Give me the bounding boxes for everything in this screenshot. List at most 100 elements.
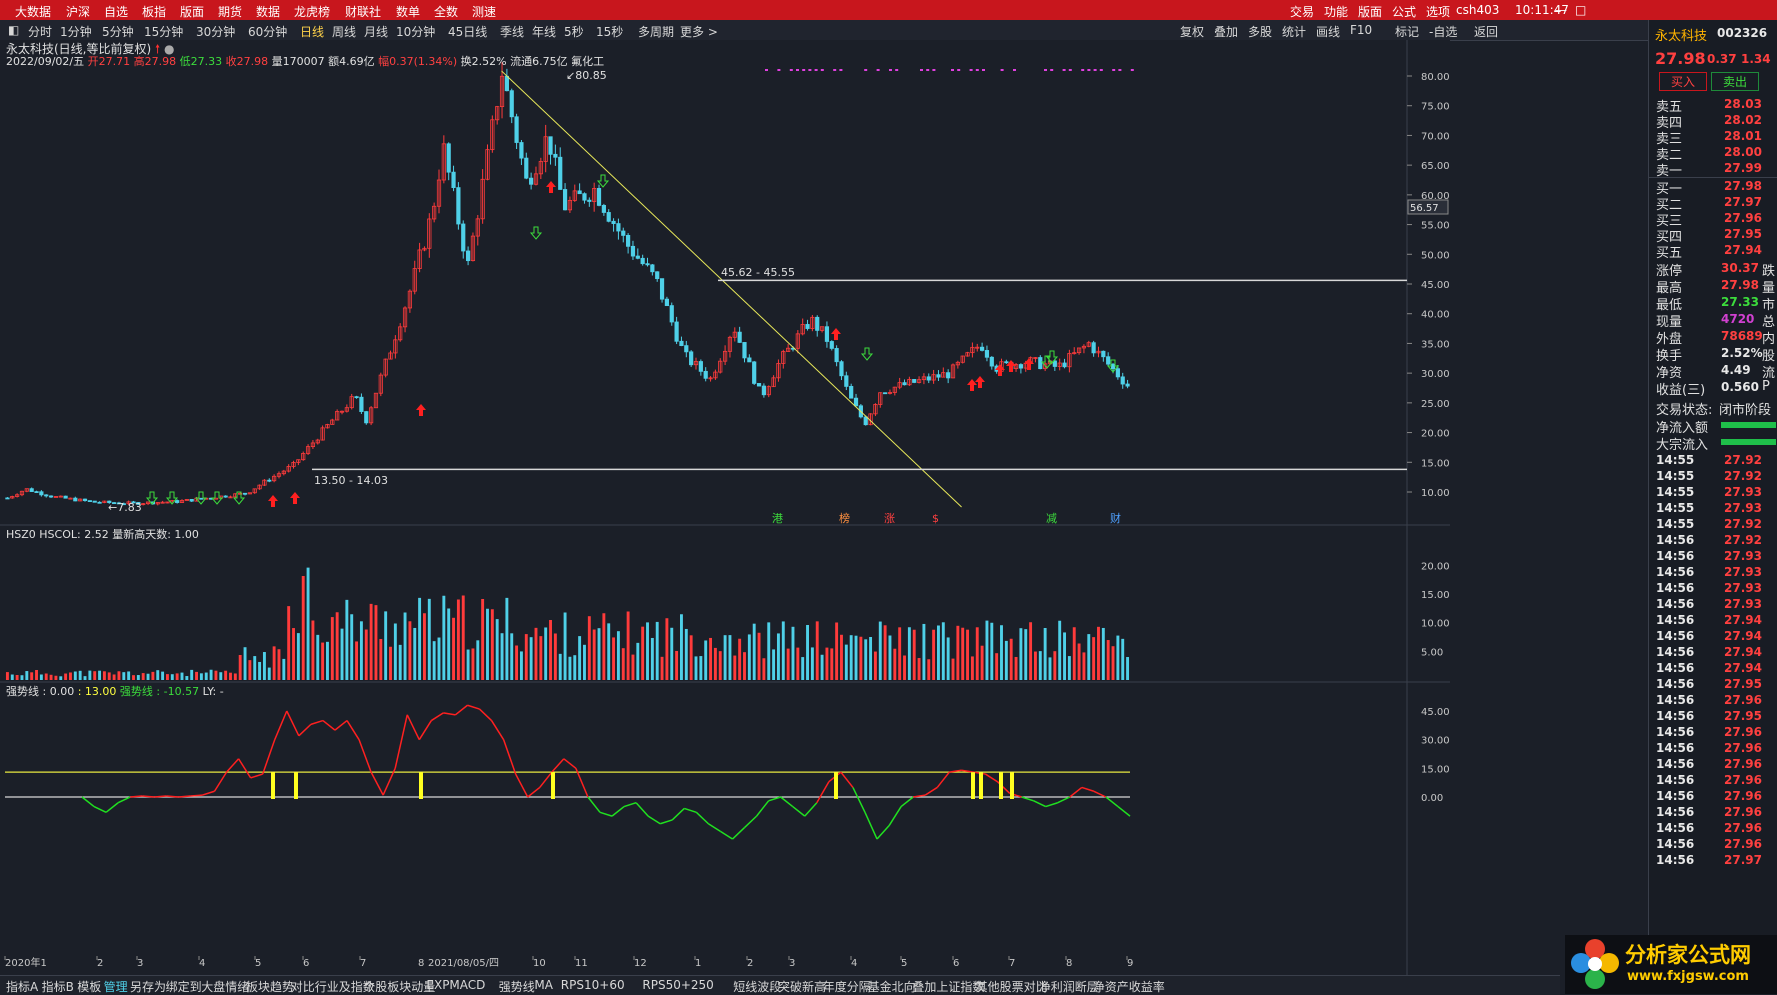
indicator-tab[interactable]: MA — [534, 978, 553, 992]
indicator-tab[interactable]: 大盘情绪 — [201, 980, 250, 994]
period-tab[interactable]: 季线 — [500, 25, 525, 39]
indicator-tab[interactable]: 管理 — [103, 980, 128, 994]
period-tab[interactable]: 1分钟 — [60, 25, 92, 39]
indicator-tab[interactable]: 强势线 — [498, 980, 535, 994]
menu-item[interactable]: 版面 — [180, 5, 205, 19]
indicator-tab[interactable]: 净资产收益率 — [1092, 980, 1165, 994]
indicator-tab[interactable]: 个股板块动量 — [363, 980, 436, 994]
menu-item[interactable]: 选项 — [1426, 5, 1451, 19]
tick-time: 14:56 — [1656, 773, 1695, 787]
period-tab[interactable]: 周线 — [332, 25, 357, 39]
candle-body — [679, 340, 684, 347]
toolbar-button[interactable]: 返回 — [1474, 25, 1499, 39]
toolbar-button[interactable]: F10 — [1350, 23, 1373, 37]
indicator-tab[interactable]: 板块趋势 — [246, 980, 295, 994]
candle-body — [1110, 363, 1116, 370]
indicator-tab[interactable]: 指标A — [6, 980, 39, 994]
signal-dot — [975, 69, 979, 71]
period-tab[interactable]: 5分钟 — [102, 25, 134, 39]
menu-item[interactable]: 板指 — [142, 5, 167, 19]
sell-arrow-icon — [529, 226, 543, 240]
candle-body — [199, 497, 204, 500]
indicator-segment — [370, 771, 384, 796]
tick-price: 27.92 — [1724, 469, 1762, 483]
indicator-tab[interactable]: EXPMACD — [426, 978, 486, 992]
menu-item[interactable]: 版面 — [1358, 5, 1383, 19]
stat-value: 27.98 — [1721, 278, 1759, 292]
trend-line[interactable] — [501, 70, 962, 508]
toolbar-button[interactable]: 画线 — [1316, 25, 1341, 39]
buy-button[interactable]: 买入 — [1659, 72, 1707, 91]
menu-item[interactable]: 公式 — [1392, 5, 1417, 19]
candle-body — [1052, 360, 1057, 367]
menu-item[interactable]: 期货 — [218, 5, 243, 19]
layout-toggle-icon[interactable]: ◧ — [8, 23, 20, 37]
indicator-tab[interactable]: 绑定到 — [165, 980, 202, 994]
menu-item[interactable]: 龙虎榜 — [294, 5, 331, 19]
period-tab[interactable]: 45日线 — [448, 25, 488, 39]
indicator-tab[interactable]: 指标B — [41, 980, 74, 994]
menu-item[interactable]: 功能 — [1324, 5, 1349, 19]
menu-item[interactable]: 数单 — [396, 5, 421, 19]
indicator-tab[interactable]: 模板 — [77, 980, 102, 994]
menu-item[interactable]: 交易 — [1290, 5, 1315, 19]
settings-circle-icon[interactable]: ● — [164, 42, 175, 56]
candle-body — [786, 347, 791, 352]
indicator-tab[interactable]: 净利润断层 — [1038, 980, 1099, 994]
menu-item[interactable]: 全数 — [434, 5, 459, 19]
indicator-tab[interactable]: 其他股票对比 — [975, 980, 1048, 994]
period-tab[interactable]: 60分钟 — [248, 25, 288, 39]
candle-body — [112, 502, 117, 505]
candle-body — [267, 479, 272, 482]
period-tab[interactable]: 15分钟 — [144, 25, 184, 39]
candle-body — [698, 361, 703, 372]
period-tab[interactable]: 分时 — [28, 25, 53, 39]
period-tab[interactable]: 15秒 — [596, 25, 624, 39]
sell-button[interactable]: 卖出 — [1711, 72, 1759, 91]
orderbook-label: 卖一 — [1656, 164, 1683, 179]
indicator-tab[interactable]: 年度分隔 — [822, 980, 871, 994]
period-tab[interactable]: 年线 — [532, 25, 557, 39]
indicator-segment — [1069, 786, 1083, 798]
period-tab[interactable]: 月线 — [364, 25, 389, 39]
period-tab[interactable]: 10分钟 — [396, 25, 436, 39]
period-tab[interactable]: 5秒 — [564, 25, 584, 39]
indicator-tab[interactable]: 叠加上证指数 — [912, 980, 985, 994]
x-axis-label: 5 — [255, 958, 261, 969]
menu-item[interactable]: 数据 — [256, 5, 281, 19]
period-tab[interactable]: 更多 > — [680, 25, 718, 39]
indicator-tab[interactable]: 基金北向 — [867, 980, 916, 994]
indicator-tab[interactable]: RPS50+250 — [642, 978, 714, 992]
status-label: 交易状态: — [1656, 403, 1713, 418]
menu-item[interactable]: 测速 — [472, 5, 497, 19]
indicator-tab[interactable]: 突破新高 — [778, 980, 827, 994]
menu-item[interactable]: 沪深 — [66, 5, 91, 19]
toolbar-button[interactable]: 标记 — [1395, 25, 1420, 39]
minimize-icon[interactable]: — — [1555, 3, 1567, 17]
menu-item[interactable]: 自选 — [104, 5, 129, 19]
indicator-tab[interactable]: RPS10+60 — [560, 978, 625, 992]
menu-item[interactable]: 大数据 — [15, 5, 52, 19]
maximize-icon[interactable]: □ — [1575, 3, 1587, 17]
indicator-tab[interactable]: 短线波段 — [733, 980, 782, 994]
indicator-segment — [250, 773, 263, 779]
toolbar-button[interactable]: 叠加 — [1214, 25, 1239, 39]
toolbar-button[interactable]: 统计 — [1282, 25, 1307, 39]
low-label: 低 — [179, 55, 191, 68]
candle-body — [354, 396, 359, 399]
indicator-tab[interactable]: 对比行业及指数 — [290, 980, 375, 994]
period-tab[interactable]: 多周期 — [638, 25, 675, 39]
tick-price: 27.96 — [1724, 773, 1762, 787]
candle-body — [1043, 363, 1048, 370]
signal-dot — [1062, 69, 1066, 71]
indicator-tab[interactable]: 另存为 — [130, 980, 167, 994]
toolbar-button[interactable]: -自选 — [1429, 25, 1458, 39]
menu-item[interactable]: 财联社 — [345, 5, 382, 19]
toolbar-button[interactable]: 多股 — [1248, 25, 1273, 39]
period-tab[interactable]: 30分钟 — [196, 25, 236, 39]
tick-price: 27.93 — [1724, 501, 1762, 515]
period-tab[interactable]: 日线 — [300, 25, 325, 39]
arrow-up-icon[interactable]: 🠕 — [155, 42, 161, 56]
stock-chart-area[interactable]: ↙80.85 ←7.83 45.62 - 45.55 13.50 - 14.03 56.… — [0, 40, 1450, 975]
toolbar-button[interactable]: 复权 — [1180, 25, 1205, 39]
